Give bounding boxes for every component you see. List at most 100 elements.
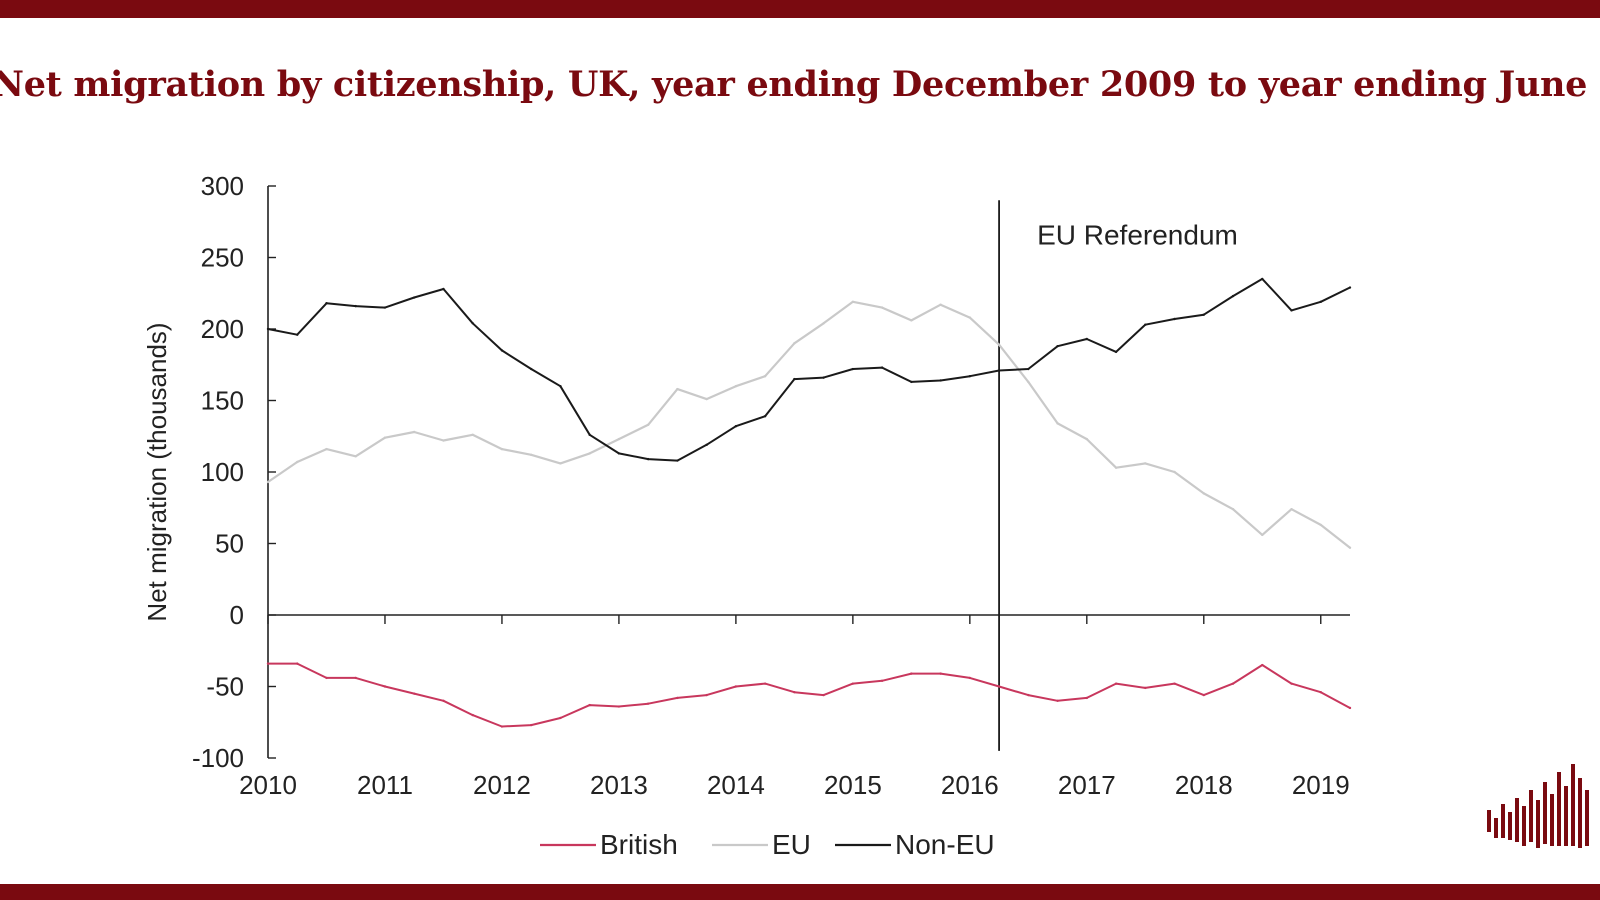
y-tick-label: 0 [230, 600, 244, 630]
data-point-british [1056, 699, 1059, 702]
y-tick-label: 200 [201, 314, 244, 344]
data-point-british [413, 692, 416, 695]
legend-label-eu: EU [772, 829, 811, 860]
y-tick-label: 50 [215, 529, 244, 559]
x-tick-label: 2015 [824, 770, 882, 800]
data-point-non-eu [559, 385, 562, 388]
data-point-eu [676, 387, 679, 391]
data-point-eu [997, 343, 1001, 346]
data-point-non-eu [1290, 309, 1293, 312]
data-point-british [793, 691, 796, 694]
data-point-british [997, 685, 1001, 688]
data-point-non-eu [676, 459, 679, 462]
data-point-eu [471, 433, 474, 437]
data-point-british [1027, 693, 1030, 697]
data-point-british [325, 676, 328, 680]
eu-referendum-label: EU Referendum [1037, 220, 1238, 251]
data-point-non-eu [1231, 294, 1235, 298]
data-point-british [266, 662, 270, 665]
data-point-british [1114, 682, 1118, 685]
y-tick-label: 150 [201, 386, 244, 416]
data-point-non-eu [997, 369, 1001, 372]
data-point-non-eu [529, 367, 533, 371]
data-point-british [734, 685, 738, 688]
data-point-british [1173, 682, 1176, 685]
data-point-british [296, 662, 299, 665]
data-point-eu [880, 306, 884, 309]
x-tick-label: 2011 [357, 770, 413, 800]
data-point-british [822, 693, 825, 697]
data-point-eu [1319, 523, 1322, 527]
data-point-british [763, 682, 767, 685]
data-point-non-eu [1261, 277, 1264, 281]
data-point-eu [383, 436, 387, 439]
data-point-non-eu [705, 443, 708, 447]
data-point-british [559, 716, 562, 720]
data-point-eu [354, 455, 357, 458]
data-point-non-eu [1027, 367, 1030, 371]
data-point-british [1085, 696, 1089, 700]
data-point-british [471, 713, 474, 717]
data-point-eu [705, 397, 708, 401]
data-point-eu [442, 439, 445, 442]
data-point-eu [1027, 380, 1030, 384]
data-point-eu [734, 385, 738, 388]
data-point-non-eu [734, 425, 738, 428]
data-point-british [1202, 693, 1205, 697]
data-point-non-eu [413, 296, 416, 299]
data-point-british [588, 703, 591, 707]
y-tick-label: -50 [206, 672, 244, 702]
x-tick-label: 2017 [1058, 770, 1116, 800]
data-point-eu [1290, 507, 1293, 511]
x-tick-label: 2012 [473, 770, 531, 800]
data-point-eu [1144, 462, 1147, 465]
page-title: Net migration by citizenship, UK, year e… [0, 64, 1600, 105]
data-point-non-eu [939, 379, 942, 382]
data-point-eu [1231, 507, 1235, 511]
y-axis-title-group: Net migration (thousands) [142, 322, 172, 621]
data-point-non-eu [1202, 313, 1205, 316]
data-point-british [500, 725, 504, 728]
data-point-eu [559, 462, 562, 465]
data-point-eu [529, 453, 533, 457]
data-point-non-eu [851, 367, 855, 371]
data-point-eu [910, 319, 913, 322]
data-point-non-eu [383, 306, 387, 309]
data-point-british [880, 679, 884, 682]
legend-label-non-eu: Non-EU [895, 829, 995, 860]
legend-label-british: British [600, 829, 678, 860]
data-point-eu [1348, 546, 1352, 549]
series-line-non-eu [267, 277, 1351, 462]
data-point-eu [588, 452, 591, 455]
data-point-british [354, 676, 357, 680]
data-point-non-eu [617, 452, 621, 455]
data-point-british [968, 676, 972, 680]
data-point-british [1231, 682, 1235, 685]
data-point-eu [1202, 492, 1205, 495]
data-point-british [1144, 686, 1147, 690]
data-point-british [1261, 663, 1264, 667]
data-point-british [529, 723, 533, 727]
data-point-non-eu [646, 457, 650, 461]
bottom-brand-bar [0, 884, 1600, 900]
chart-legend: British EU Non-EU [540, 829, 995, 860]
data-point-eu [1085, 437, 1089, 441]
data-point-non-eu [793, 377, 796, 381]
data-point-eu [325, 447, 328, 451]
data-point-non-eu [1056, 344, 1059, 348]
data-point-eu [617, 437, 621, 441]
data-point-non-eu [1144, 323, 1147, 326]
data-point-eu [266, 480, 270, 484]
data-point-non-eu [1114, 350, 1118, 354]
data-point-british [646, 702, 650, 705]
x-tick-label: 2014 [707, 770, 765, 800]
y-tick-label: -100 [192, 743, 244, 773]
data-point-non-eu [880, 366, 884, 369]
series-line-eu [267, 300, 1351, 549]
y-axis-title: Net migration (thousands) [142, 322, 172, 621]
data-point-british [705, 693, 708, 697]
data-point-eu [1114, 466, 1118, 469]
data-point-eu [851, 300, 855, 304]
